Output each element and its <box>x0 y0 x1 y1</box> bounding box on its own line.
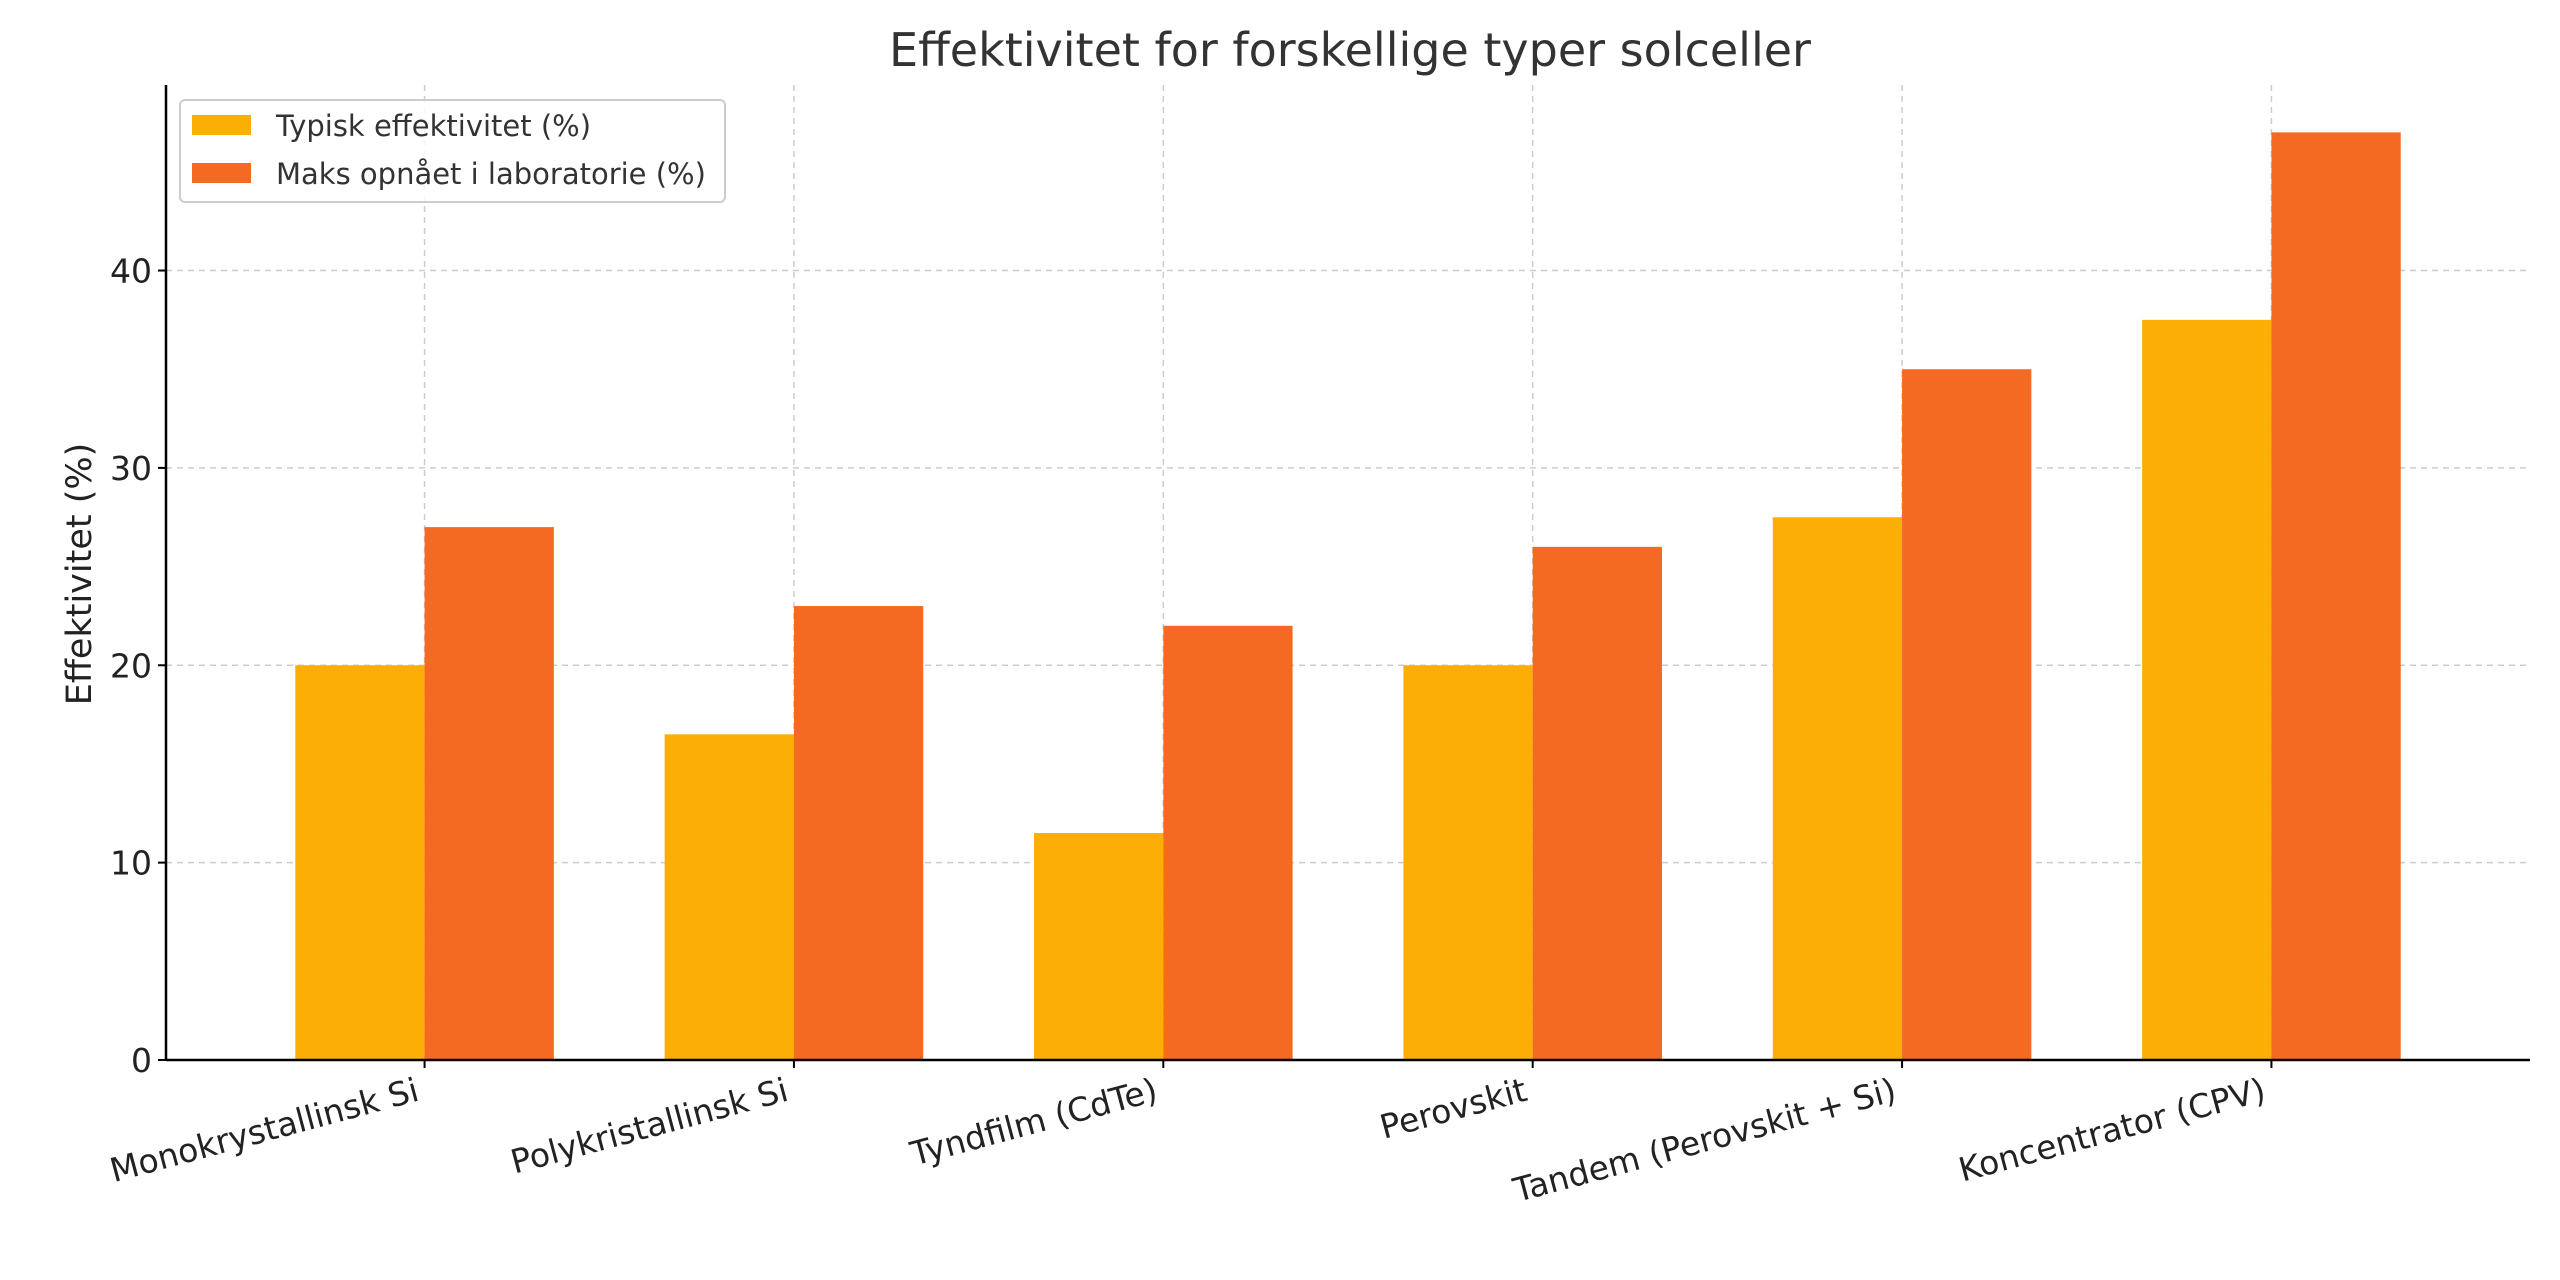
bar-max-0 <box>424 527 554 1060</box>
bar-typical-1 <box>664 734 794 1060</box>
bar-typical-4 <box>1772 517 1903 1060</box>
chart-title: Effektivitet for forskellige typer solce… <box>889 23 1811 77</box>
axes <box>158 85 2530 1068</box>
x-tick-label: Koncentrator (CPV) <box>1955 1070 2270 1189</box>
bar-max-1 <box>793 606 924 1060</box>
x-tick-label: Tyndfilm (CdTe) <box>905 1070 1161 1174</box>
y-tick-label: 0 <box>131 1041 152 1080</box>
legend-label-1: Maks opnået i laboratorie (%) <box>276 157 706 191</box>
bar-max-4 <box>1902 369 2032 1060</box>
legend-swatch-0 <box>192 115 251 135</box>
legend-label-0: Typisk effektivitet (%) <box>275 109 591 143</box>
bar-max-5 <box>2271 132 2401 1061</box>
bar-typical-3 <box>1403 665 1533 1060</box>
y-tick-label: 30 <box>110 449 152 488</box>
y-tick-label: 20 <box>110 646 152 685</box>
x-tick-label: Tandem (Perovskit + Si) <box>1508 1070 1900 1210</box>
bars <box>295 132 2401 1061</box>
bar-typical-2 <box>1034 833 1164 1060</box>
legend: Typisk effektivitet (%) Maks opnået i lab… <box>179 99 726 203</box>
x-tick-label: Monokrystallinsk Si <box>106 1070 423 1190</box>
bar-max-3 <box>1532 546 1662 1060</box>
bar-max-2 <box>1163 625 1293 1060</box>
y-tick-label: 40 <box>110 252 152 291</box>
y-tick-label: 10 <box>110 844 152 883</box>
x-tick-label: Polykristallinsk Si <box>506 1070 792 1181</box>
y-axis-label: Effektivitet (%) <box>60 443 100 706</box>
legend-frame <box>179 99 726 203</box>
bar-typical-0 <box>295 665 425 1060</box>
legend-swatch-1 <box>192 163 251 183</box>
bar-typical-5 <box>2142 319 2272 1060</box>
x-tick-label: Perovskit <box>1376 1070 1531 1147</box>
